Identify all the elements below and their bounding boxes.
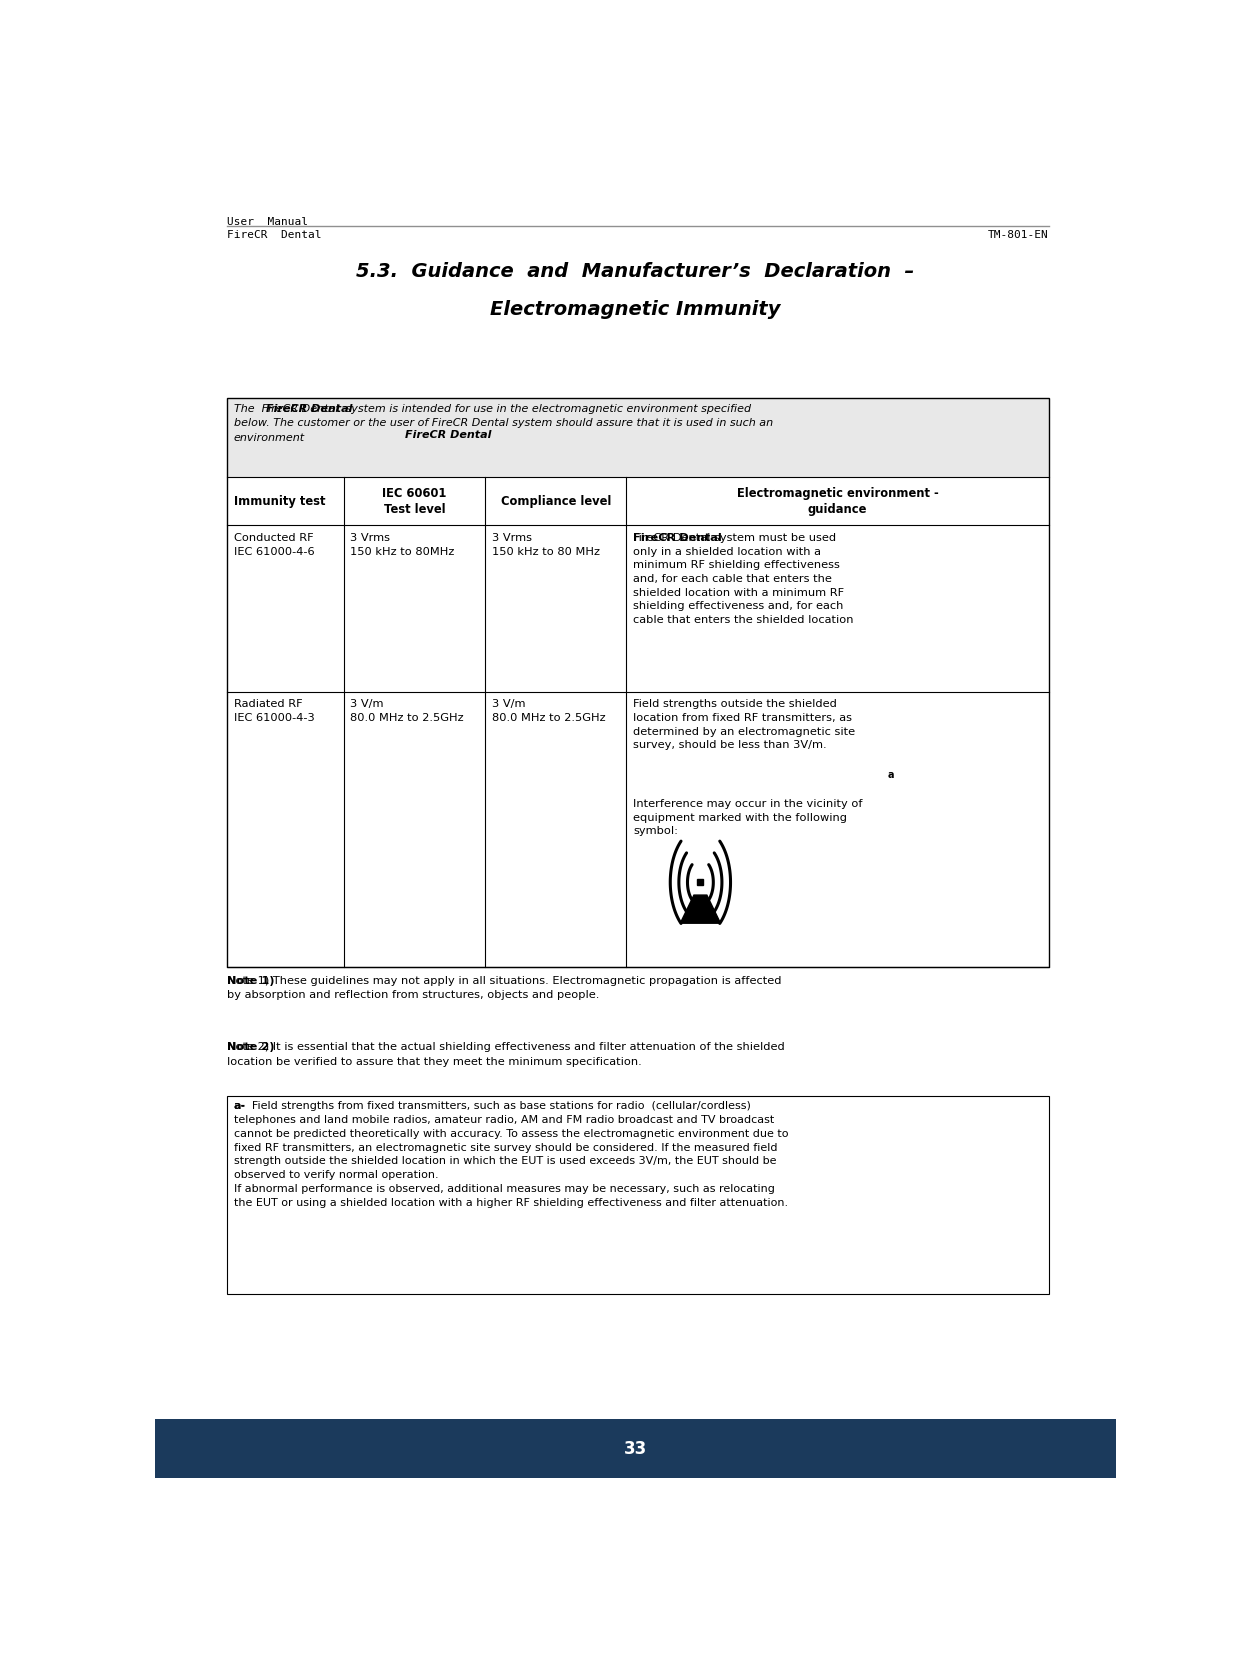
Text: User  Manual: User Manual [227, 216, 308, 226]
Text: 3 Vrms
150 kHz to 80MHz: 3 Vrms 150 kHz to 80MHz [351, 533, 455, 556]
Bar [227, 397, 1049, 967]
Text: 5.3.  Guidance  and  Manufacturer’s  Declaration  –: 5.3. Guidance and Manufacturer’s Declara… [356, 262, 915, 281]
Text: IEC 60601
Test level: IEC 60601 Test level [382, 487, 446, 515]
Bar [227, 1096, 1049, 1294]
Bar [155, 1420, 1116, 1478]
Text: Interference may occur in the vicinity of
equipment marked with the following
sy: Interference may occur in the vicinity o… [634, 799, 863, 837]
Text: FireCR Dental: FireCR Dental [265, 404, 352, 414]
Text: 3 Vrms
150 kHz to 80 MHz: 3 Vrms 150 kHz to 80 MHz [492, 533, 600, 556]
Text: Conducted RF
IEC 61000-4-6: Conducted RF IEC 61000-4-6 [234, 533, 315, 556]
Text: Note 1) These guidelines may not apply in all situations. Electromagnetic propag: Note 1) These guidelines may not apply i… [227, 975, 781, 1000]
Text: Electromagnetic environment -
guidance: Electromagnetic environment - guidance [737, 487, 939, 515]
Text: Note 1): Note 1) [227, 975, 274, 985]
Text: Electromagnetic Immunity: Electromagnetic Immunity [490, 301, 781, 319]
Text: Note 2) It is essential that the actual shielding effectiveness and filter atten: Note 2) It is essential that the actual … [227, 1041, 785, 1066]
Text: 33: 33 [624, 1440, 647, 1458]
Text: Note 2): Note 2) [227, 1041, 274, 1051]
Text: Immunity test: Immunity test [234, 495, 325, 508]
Text: FireCR  Dental: FireCR Dental [227, 229, 321, 241]
Text: a-: a- [234, 1101, 246, 1111]
Text: a-  Field strengths from fixed transmitters, such as base stations for radio  (c: a- Field strengths from fixed transmitte… [234, 1101, 789, 1208]
Text: 3 V/m
80.0 MHz to 2.5GHz: 3 V/m 80.0 MHz to 2.5GHz [351, 699, 464, 724]
Text: FireCR Dental: FireCR Dental [404, 430, 491, 440]
Text: Field strengths outside the shielded
location from fixed RF transmitters, as
det: Field strengths outside the shielded loc… [634, 699, 856, 751]
Text: TM-801-EN: TM-801-EN [988, 229, 1049, 241]
Text: FireCR Dental: FireCR Dental [634, 533, 722, 543]
Text: 3 V/m
80.0 MHz to 2.5GHz: 3 V/m 80.0 MHz to 2.5GHz [492, 699, 605, 724]
Text: FireCR Dental system must be used
only in a shielded location with a
minimum RF : FireCR Dental system must be used only i… [634, 533, 853, 625]
Text: The  FireCR Dental  system is intended for use in the electromagnetic environmen: The FireCR Dental system is intended for… [234, 404, 773, 443]
Text: Compliance level: Compliance level [501, 495, 611, 508]
Bar [227, 397, 1049, 477]
Polygon shape [681, 895, 720, 924]
Text: Radiated RF
IEC 61000-4-3: Radiated RF IEC 61000-4-3 [234, 699, 315, 724]
Text: a: a [888, 769, 894, 779]
